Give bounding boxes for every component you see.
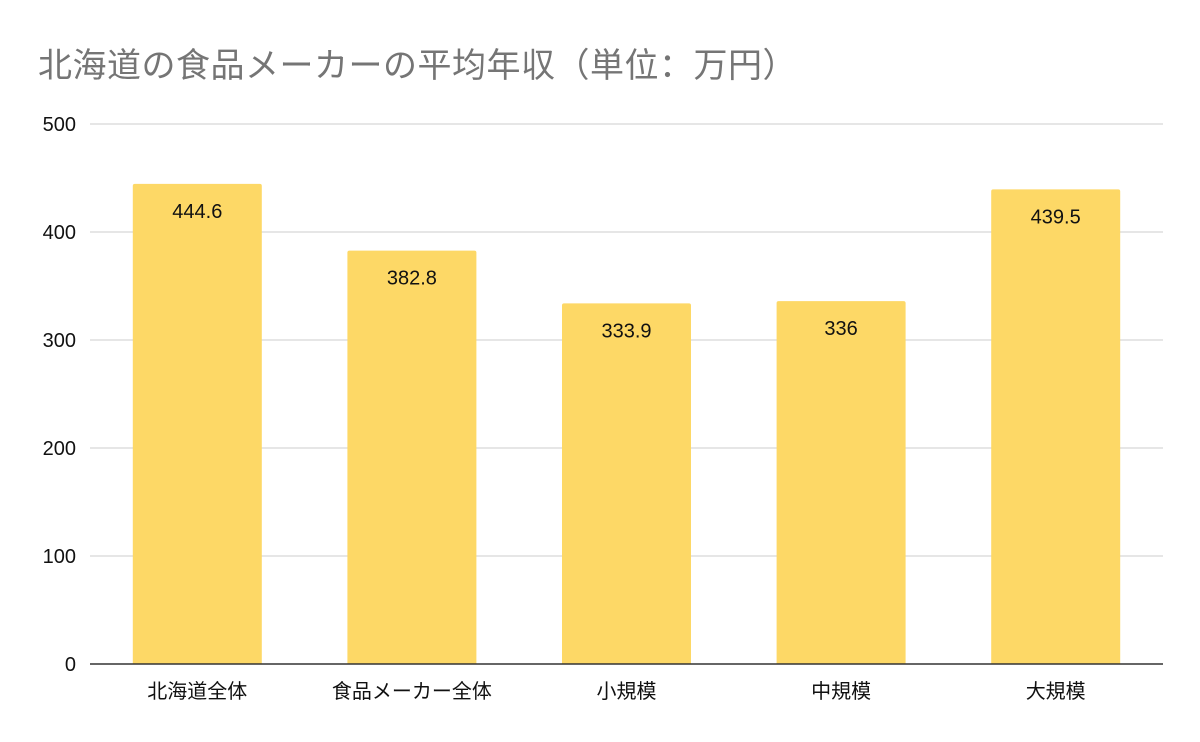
x-category-label: 大規模 [1026, 679, 1086, 703]
y-tick-label: 300 [43, 330, 76, 352]
bar-4 [776, 301, 906, 664]
bars [132, 183, 1121, 665]
y-tick-label: 500 [43, 114, 76, 136]
bar-3 [562, 303, 691, 664]
y-tick-label: 0 [65, 654, 76, 676]
labels: 0 100 200 300 400 500 444.6 北海道全体 382.8 食品メーカー全体 3… [43, 114, 1086, 703]
data-label: 382.8 [387, 268, 437, 290]
x-category-label: 小規模 [597, 679, 657, 703]
x-category-label: 食品メーカー全体 [332, 679, 492, 703]
x-category-label: 中規模 [811, 679, 871, 703]
bar-2 [347, 250, 477, 665]
data-label: 333.9 [601, 320, 651, 342]
bar-5 [991, 189, 1121, 664]
y-tick-label: 100 [43, 546, 76, 568]
data-label: 444.6 [172, 201, 222, 223]
data-label: 336 [824, 318, 857, 340]
x-category-label: 北海道全体 [147, 679, 247, 703]
bar-1 [132, 183, 262, 664]
data-label: 439.5 [1031, 206, 1081, 228]
y-tick-label: 400 [43, 222, 76, 244]
chart-title: 北海道の食品メーカーの平均年収（単位：万円） [38, 46, 797, 86]
y-tick-label: 200 [43, 438, 76, 460]
